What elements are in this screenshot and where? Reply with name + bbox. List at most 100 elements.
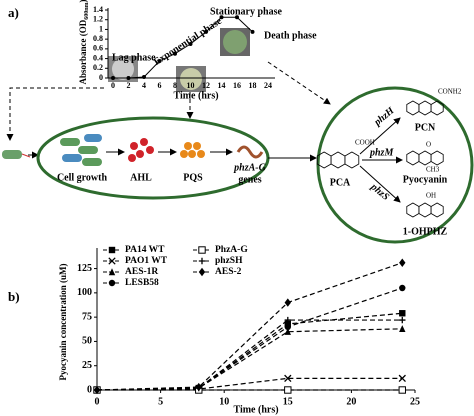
point: [142, 75, 146, 80]
ring: [430, 202, 444, 218]
group: CH3: [426, 166, 440, 174]
x-tick-label: 4: [142, 81, 146, 90]
arrow: [359, 117, 401, 155]
marker: [93, 385, 101, 395]
y-axis-title: Absorbance (OD600nm): [78, 0, 90, 85]
y-axis-title-part: Absorbance (OD: [78, 19, 88, 84]
y-tick-label: 1.4: [93, 5, 103, 14]
y-tick-label: 0.2: [93, 63, 103, 72]
ring: [406, 100, 420, 116]
phase-label: Death phase: [264, 30, 317, 41]
y-tick-label: 100: [77, 287, 92, 298]
x-tick-label: 0: [111, 81, 115, 90]
y-tick-label: 50: [82, 336, 92, 347]
group: COOH: [355, 139, 375, 147]
legend-marker: [108, 279, 116, 287]
point: [157, 59, 162, 63]
product: Pyocyanin: [403, 174, 448, 185]
y-tick-label: 0: [87, 384, 92, 395]
marker: [284, 298, 291, 307]
y-tick-label: 1: [99, 24, 103, 33]
product: PCN: [415, 122, 436, 133]
legend-label: PAO1 WT: [125, 256, 168, 266]
x-tick-label: 16: [233, 81, 241, 90]
legend-label: AES-2: [215, 267, 242, 277]
enzyme: phzH: [372, 105, 398, 129]
ring: [406, 150, 420, 166]
x-axis-title: Time (hrs): [173, 90, 218, 101]
legend-marker: [108, 268, 116, 276]
connector: [267, 61, 331, 105]
legend-marker: [108, 246, 116, 254]
x-tick-label: 5: [158, 396, 163, 407]
growth-line: [113, 16, 253, 79]
x-tick-label: 12: [202, 81, 210, 90]
step-label: phzA-G: [233, 162, 266, 173]
y-tick-label: 125: [77, 263, 92, 274]
legend-marker: [108, 257, 116, 265]
legend-marker: [198, 246, 206, 254]
legend-marker: [198, 267, 206, 277]
precursor: PCA: [330, 177, 351, 188]
series-line: [96, 377, 403, 391]
point: [204, 29, 208, 34]
enzyme: phzM: [369, 147, 394, 158]
point: [235, 15, 239, 20]
y-tick-label: 0.4: [93, 53, 103, 62]
phase-label: Stationary phase: [210, 6, 283, 17]
point: [250, 29, 255, 34]
group: O: [426, 141, 431, 149]
x-tick-label: 15: [283, 396, 293, 407]
marker: [399, 316, 406, 324]
legend-marker: [198, 257, 206, 265]
product-circle: [316, 86, 474, 244]
legend-label: LESB58: [125, 278, 159, 288]
legend-label: AES-1R: [125, 267, 158, 277]
dish: [112, 58, 134, 80]
x-tick-label: 10: [187, 81, 195, 90]
cells: [60, 134, 102, 166]
x-axis-title: Time (hrs): [233, 404, 278, 415]
ring: [418, 202, 432, 218]
genes: [236, 145, 264, 159]
legend-label: phzSH: [215, 256, 243, 266]
product: 1-OHPHZ: [403, 226, 448, 237]
ring: [330, 151, 346, 169]
marker: [399, 310, 406, 317]
ahl: [128, 138, 154, 162]
y-axis-title-part: 600nm: [84, 2, 90, 19]
point: [126, 76, 131, 80]
arrow: [359, 165, 401, 203]
phase-label: Lag phase: [112, 52, 156, 63]
group: CONH2: [438, 88, 462, 96]
point: [219, 15, 224, 20]
x-tick-label: 2: [127, 81, 131, 90]
connector: [6, 87, 104, 141]
ring: [406, 202, 420, 218]
legend-label: PhzA-G: [215, 245, 248, 255]
y-tick-label: 1.2: [93, 15, 103, 24]
x-tick-label: 25: [410, 396, 420, 407]
y-tick-label: 0.8: [93, 34, 103, 43]
step-label: genes: [238, 174, 261, 185]
legend-label: PA14 WT: [125, 245, 165, 255]
marker: [284, 374, 292, 383]
series-line: [96, 262, 403, 391]
marker: [284, 323, 291, 331]
x-tick-label: 6: [158, 81, 162, 90]
y-axis-title: Pyocyanin concentration (uM): [58, 264, 68, 381]
point: [188, 42, 193, 46]
point: [173, 51, 177, 56]
point: [111, 76, 115, 80]
dish: [180, 68, 202, 90]
y-tick-label: 0.6: [93, 44, 103, 53]
x-tick-label: 8: [173, 81, 177, 90]
marker: [284, 316, 291, 324]
ring: [430, 150, 444, 166]
pqs: [180, 142, 205, 158]
x-tick-label: 10: [219, 396, 229, 407]
phase-label: Exponential phase: [152, 16, 224, 68]
bacterium: [2, 150, 31, 159]
marker: [284, 386, 292, 394]
